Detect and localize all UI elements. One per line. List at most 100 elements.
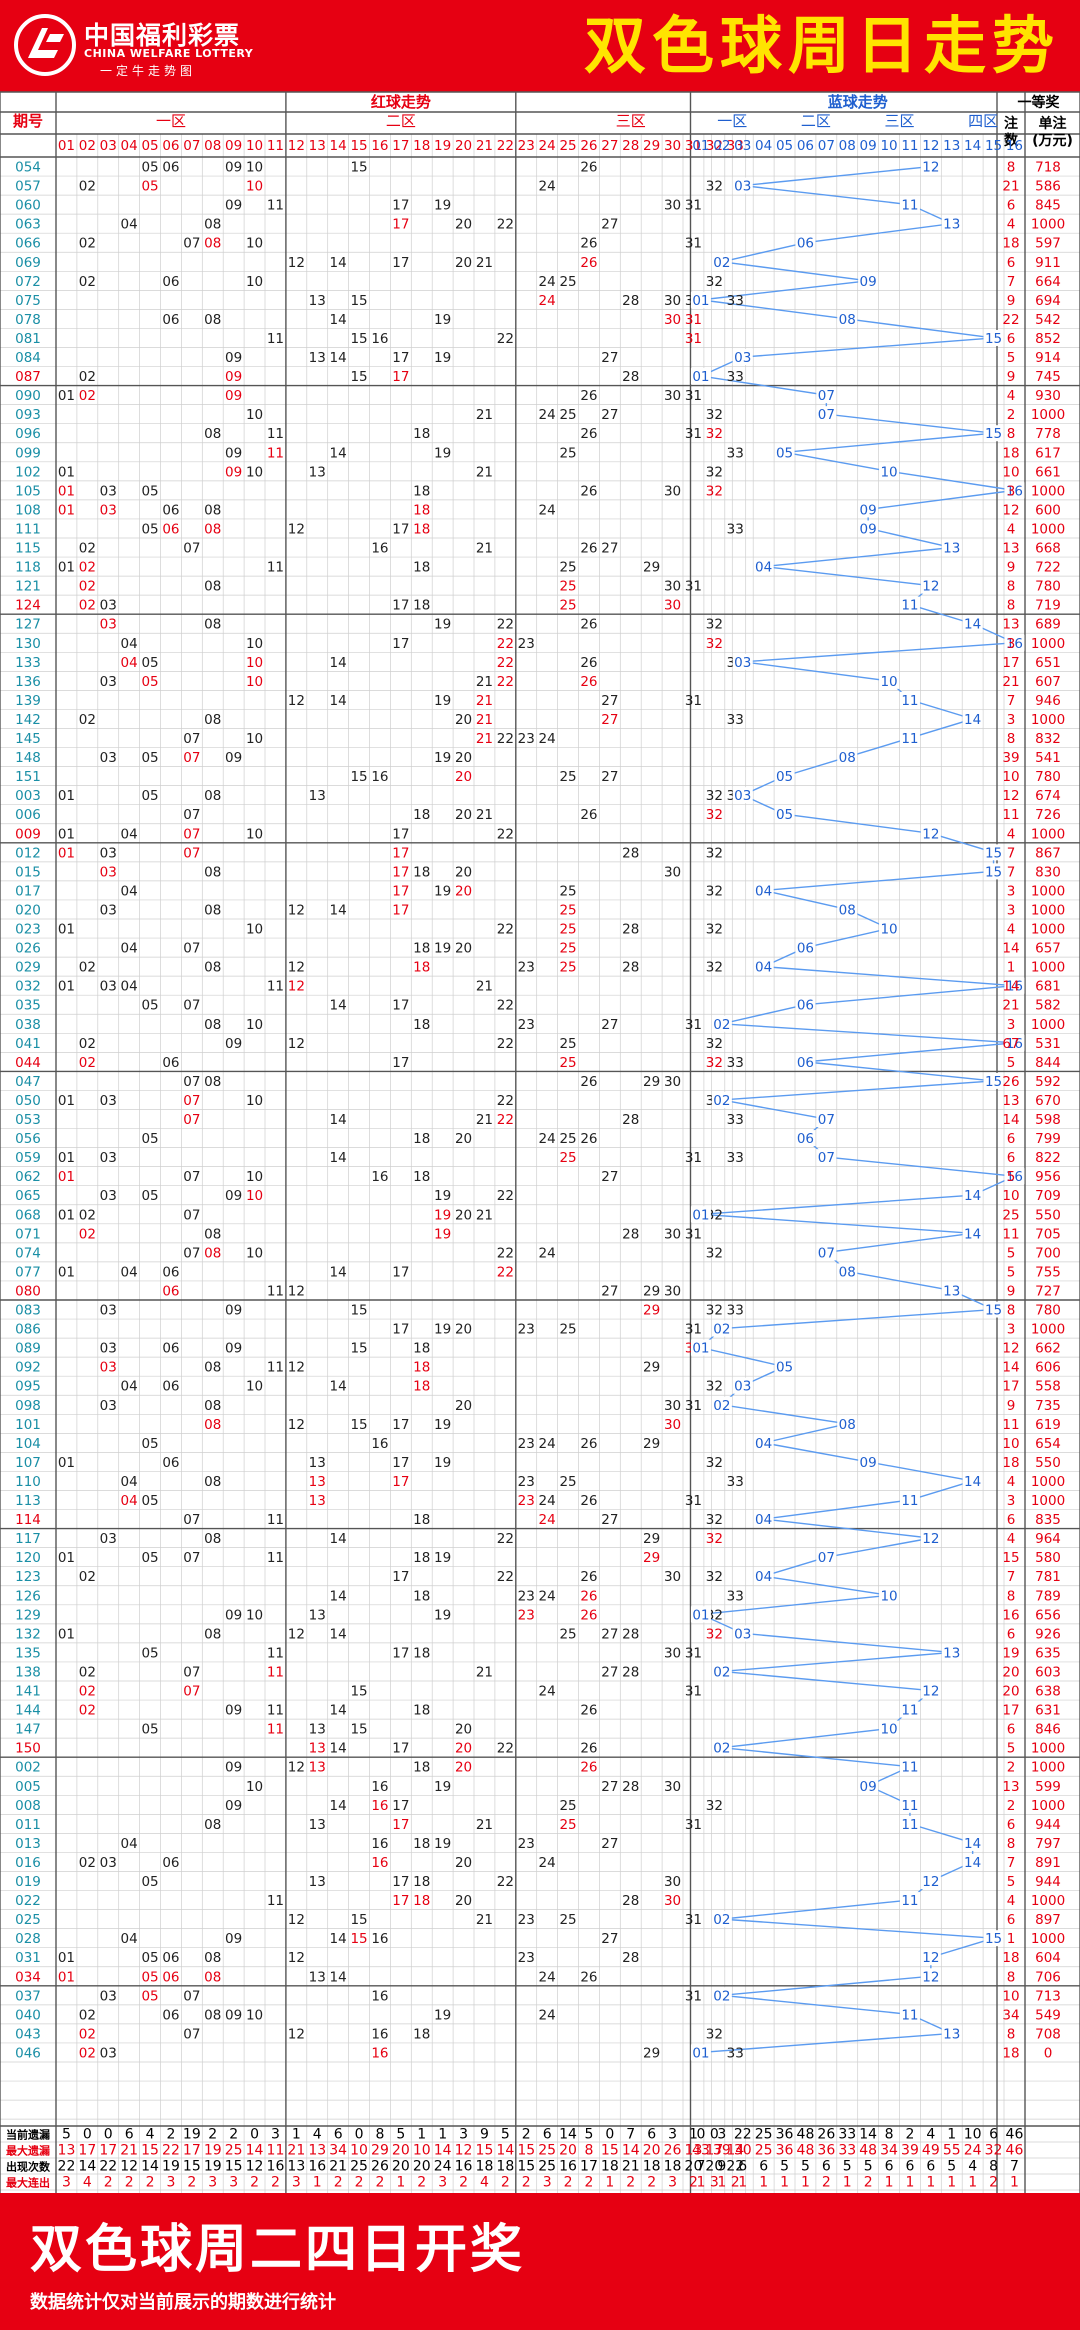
red-stat-value: 25 bbox=[350, 2159, 368, 2175]
red-number-header: 26 bbox=[580, 138, 597, 154]
red-stat-value: 16 bbox=[559, 2159, 577, 2175]
red-ball: 22 bbox=[497, 217, 514, 233]
red-ball: 25 bbox=[559, 1150, 576, 1166]
unit-prize: 745 bbox=[1035, 369, 1061, 385]
issue-number: 133 bbox=[15, 655, 41, 671]
red-number-header: 19 bbox=[434, 138, 451, 154]
blue-ball-bg bbox=[690, 291, 711, 308]
issue-number: 105 bbox=[15, 483, 41, 499]
logo-en-text: CHINA WELFARE LOTTERY bbox=[84, 47, 254, 60]
winner-count: 26 bbox=[1002, 1074, 1019, 1090]
blue-stat-value: 3 bbox=[717, 2127, 726, 2143]
red-ball: 08 bbox=[204, 521, 221, 537]
red-stat-value: 2 bbox=[355, 2175, 364, 2191]
winner-count: 2 bbox=[1007, 1798, 1016, 1814]
issue-number: 044 bbox=[15, 1055, 41, 1071]
blue-ball-bg bbox=[837, 310, 858, 327]
issue-number: 029 bbox=[15, 960, 41, 976]
winner-count: 12 bbox=[1002, 1341, 1019, 1357]
unit-prize: 1000 bbox=[1031, 1322, 1065, 1338]
winner-count: 17 bbox=[1002, 1379, 1019, 1395]
issue-number: 062 bbox=[15, 1169, 41, 1185]
red-ball: 10 bbox=[246, 236, 263, 252]
red-ball: 06 bbox=[162, 274, 179, 290]
blue-number-header: 04 bbox=[755, 138, 772, 154]
section-dividers bbox=[0, 91, 1080, 2193]
red-ball: 05 bbox=[141, 1874, 158, 1890]
blue-ball: 11 bbox=[901, 731, 918, 747]
winner-count: 3 bbox=[1007, 883, 1016, 899]
blue-stat-value: 6 bbox=[926, 2159, 935, 2175]
red-ball: 18 bbox=[413, 1760, 430, 1776]
winner-count: 4 bbox=[1007, 1474, 1016, 1490]
red-ball: 13 bbox=[309, 1474, 326, 1490]
unit-prize: 656 bbox=[1035, 1607, 1061, 1623]
red-ball: 30 bbox=[664, 1283, 681, 1299]
blue-stat-value: 55 bbox=[943, 2143, 961, 2159]
blue-ball: 13 bbox=[943, 1645, 960, 1661]
red-ball: 19 bbox=[434, 1226, 451, 1242]
red-ball: 25 bbox=[559, 941, 576, 957]
red-ball: 27 bbox=[601, 769, 618, 785]
blue-stat-value: 1 bbox=[947, 2127, 956, 2143]
unit-prize: 586 bbox=[1035, 179, 1061, 195]
blue-ball: 08 bbox=[839, 1417, 856, 1433]
red-ball: 20 bbox=[455, 1131, 472, 1147]
red-number-header: 23 bbox=[518, 138, 535, 154]
red-ball: 17 bbox=[392, 350, 409, 366]
blue-stat-value: 48 bbox=[797, 2143, 815, 2159]
red-ball: 19 bbox=[434, 750, 451, 766]
blue-ball-bg bbox=[690, 1606, 711, 1623]
blue-ball: 11 bbox=[901, 1760, 918, 1776]
winner-count: 20 bbox=[1002, 1664, 1019, 1680]
red-ball: 14 bbox=[330, 312, 347, 328]
blue-ball: 13 bbox=[943, 1283, 960, 1299]
red-ball: 01 bbox=[58, 1150, 75, 1166]
blue-ball: 15 bbox=[985, 426, 1002, 442]
red-ball: 29 bbox=[643, 2045, 660, 2061]
issue-number: 016 bbox=[15, 1855, 41, 1871]
unit-prize: 930 bbox=[1035, 388, 1061, 404]
red-ball: 02 bbox=[79, 560, 96, 576]
red-stat-value: 8 bbox=[375, 2127, 384, 2143]
red-stat-value: 5 bbox=[62, 2127, 71, 2143]
winner-count: 15 bbox=[1002, 1550, 1019, 1566]
unit-prize: 944 bbox=[1035, 1874, 1061, 1890]
blue-stat-value: 33 bbox=[838, 2143, 856, 2159]
red-number-header: 18 bbox=[413, 138, 430, 154]
blue-stat-value: 26 bbox=[817, 2127, 835, 2143]
red-ball: 17 bbox=[392, 998, 409, 1014]
red-ball: 01 bbox=[58, 826, 75, 842]
red-ball: 26 bbox=[580, 807, 597, 823]
issue-number: 086 bbox=[15, 1322, 41, 1338]
red-ball: 05 bbox=[141, 1645, 158, 1661]
winner-count: 1 bbox=[1007, 1931, 1016, 1947]
red-ball: 26 bbox=[580, 1969, 597, 1985]
red-ball: 08 bbox=[204, 502, 221, 518]
red-ball: 21 bbox=[476, 541, 493, 557]
winner-count: 13 bbox=[1002, 541, 1019, 557]
red-ball: 09 bbox=[225, 1931, 242, 1947]
red-number-header: 29 bbox=[643, 138, 660, 154]
red-ball: 16 bbox=[371, 769, 388, 785]
winner-count: 22 bbox=[1002, 312, 1019, 328]
unit-prize: 657 bbox=[1035, 941, 1061, 957]
red-ball: 09 bbox=[225, 464, 242, 480]
red-ball: 12 bbox=[288, 521, 305, 537]
red-ball: 01 bbox=[58, 502, 75, 518]
issue-number: 083 bbox=[15, 1303, 41, 1319]
red-stat-value: 3 bbox=[459, 2127, 468, 2143]
red-ball: 30 bbox=[664, 598, 681, 614]
red-ball: 04 bbox=[121, 655, 138, 671]
red-ball: 13 bbox=[309, 788, 326, 804]
red-ball: 11 bbox=[267, 979, 284, 995]
red-stat-value: 5 bbox=[396, 2127, 405, 2143]
red-ball: 26 bbox=[580, 483, 597, 499]
red-stat-value: 5 bbox=[501, 2127, 510, 2143]
red-ball: 18 bbox=[413, 502, 430, 518]
red-ball: 19 bbox=[434, 198, 451, 214]
blue-ball-bg bbox=[795, 234, 816, 251]
red-ball: 30 bbox=[664, 1569, 681, 1585]
red-number-header: 10 bbox=[246, 138, 263, 154]
red-ball: 18 bbox=[413, 2026, 430, 2042]
